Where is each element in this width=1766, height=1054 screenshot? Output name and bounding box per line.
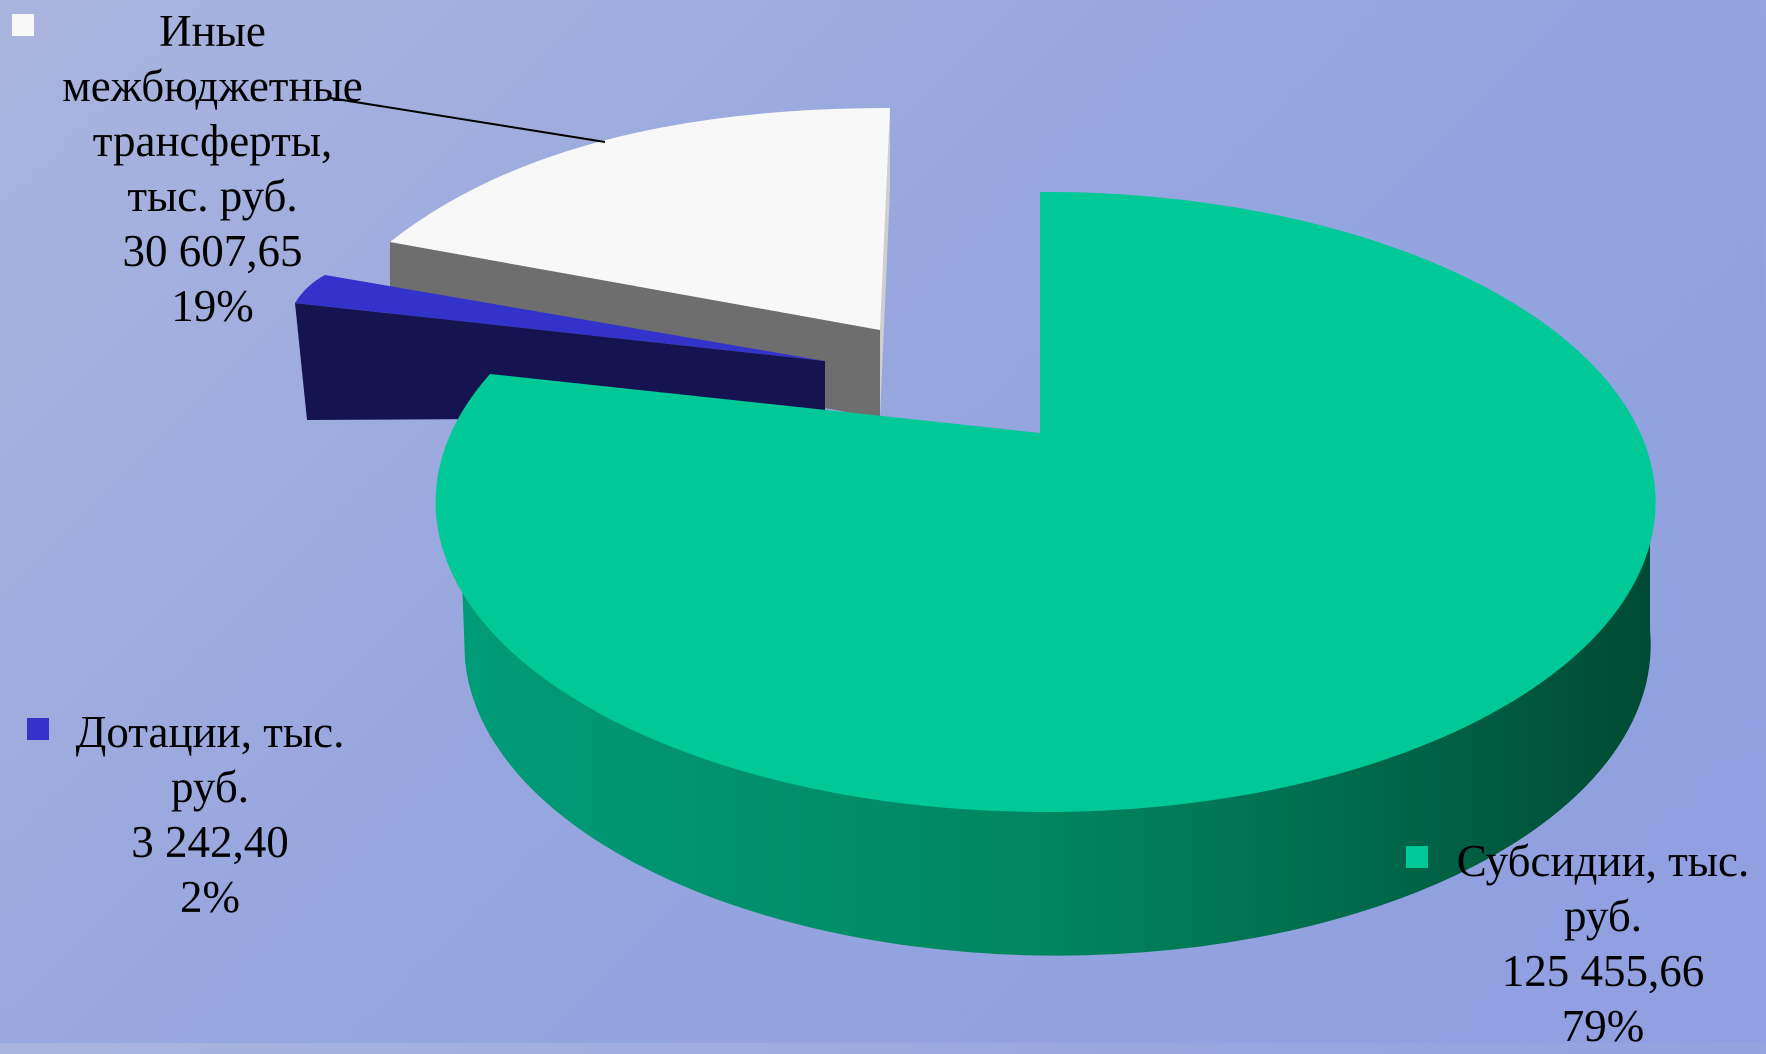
legend-swatch-dotacii	[27, 718, 49, 740]
label-inye-line-1: Иные	[159, 6, 266, 56]
slice-subsidii-side	[457, 475, 1651, 956]
slice-inye-top	[390, 108, 890, 330]
legend-swatch-inye	[12, 14, 34, 36]
label-dotacii-line-2: руб.	[171, 762, 249, 812]
slice-dotacii	[295, 275, 825, 420]
label-inye-line-4: тыс. руб.	[127, 171, 298, 221]
slice-subsidii-top	[435, 191, 1656, 812]
slice-dotacii-top	[295, 275, 825, 361]
label-inye-percent: 19%	[171, 281, 254, 331]
leader-line-inye	[329, 97, 606, 143]
label-subsidii-line-1: Субсидии, тыс.	[1456, 836, 1750, 886]
label-dotacii-value: 3 242,40	[131, 817, 289, 867]
label-subsidii-line-2: руб.	[1564, 891, 1642, 941]
label-dotacii-percent: 2%	[180, 872, 240, 922]
slice-inye-side-edge	[880, 108, 890, 418]
data-label-dotacii: Дотации, тыс. руб. 3 242,40 2%	[55, 705, 365, 925]
label-inye-value: 30 607,65	[122, 226, 303, 276]
legend-swatch-subsidii	[1406, 846, 1428, 868]
data-label-subsidii: Субсидии, тыс. руб. 125 455,66 79%	[1440, 834, 1766, 1054]
label-inye-line-2: межбюджетные	[62, 61, 363, 111]
label-subsidii-value: 125 455,66	[1501, 946, 1705, 996]
slice-subsidii	[435, 191, 1656, 956]
slice-dotacii-side	[295, 303, 825, 420]
label-inye-line-3: трансферты,	[92, 116, 333, 166]
label-dotacii-line-1: Дотации, тыс.	[75, 707, 345, 757]
data-label-inye: Иные межбюджетные трансферты, тыс. руб. …	[40, 4, 385, 334]
label-subsidii-percent: 79%	[1561, 1001, 1645, 1051]
